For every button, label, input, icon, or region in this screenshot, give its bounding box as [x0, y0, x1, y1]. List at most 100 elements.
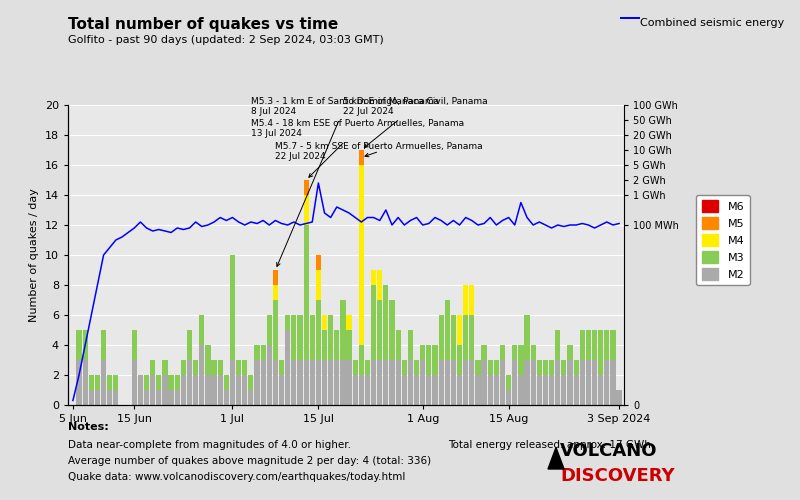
- Bar: [555, 360, 560, 405]
- Bar: [230, 255, 235, 360]
- Bar: [101, 330, 106, 360]
- Bar: [273, 360, 278, 405]
- Bar: [266, 315, 272, 345]
- Bar: [340, 360, 346, 405]
- Bar: [150, 360, 155, 375]
- Bar: [230, 360, 235, 405]
- Text: DISCOVERY: DISCOVERY: [560, 467, 674, 485]
- Bar: [114, 375, 118, 390]
- Bar: [273, 285, 278, 300]
- Bar: [390, 300, 394, 360]
- Bar: [371, 285, 376, 360]
- Bar: [592, 330, 597, 360]
- Bar: [291, 360, 297, 405]
- Legend: M6, M5, M4, M3, M2: M6, M5, M4, M3, M2: [696, 194, 750, 285]
- Bar: [445, 300, 450, 360]
- Bar: [346, 360, 352, 405]
- Bar: [426, 375, 431, 405]
- Bar: [562, 375, 566, 405]
- Bar: [518, 345, 523, 375]
- Bar: [266, 345, 272, 405]
- Bar: [432, 345, 438, 375]
- Bar: [580, 360, 585, 405]
- Bar: [537, 375, 542, 405]
- Bar: [322, 330, 327, 360]
- Bar: [193, 360, 198, 375]
- Bar: [236, 375, 242, 405]
- Bar: [610, 360, 615, 405]
- Bar: [371, 360, 376, 405]
- Bar: [500, 360, 505, 405]
- Bar: [82, 330, 88, 360]
- Bar: [298, 360, 302, 405]
- Bar: [604, 360, 610, 405]
- Bar: [525, 360, 530, 405]
- Bar: [426, 345, 431, 375]
- Bar: [224, 390, 229, 405]
- Bar: [261, 360, 266, 405]
- Bar: [549, 375, 554, 405]
- Text: Golfito - past 90 days (updated: 2 Sep 2024, 03:03 GMT): Golfito - past 90 days (updated: 2 Sep 2…: [68, 35, 384, 45]
- Bar: [169, 375, 174, 390]
- Text: VOLCANO: VOLCANO: [560, 442, 658, 460]
- Bar: [316, 300, 321, 360]
- Text: Data near-complete from magnitudes of 4.0 or higher.: Data near-complete from magnitudes of 4.…: [68, 440, 351, 450]
- Bar: [469, 360, 474, 405]
- Bar: [488, 360, 493, 375]
- Bar: [353, 375, 358, 405]
- Bar: [402, 375, 407, 405]
- Bar: [328, 360, 334, 405]
- Bar: [457, 345, 462, 375]
- Bar: [310, 360, 315, 405]
- Bar: [567, 360, 573, 405]
- Bar: [132, 360, 137, 405]
- Bar: [450, 315, 456, 360]
- Bar: [224, 375, 229, 390]
- Bar: [580, 330, 585, 360]
- Bar: [506, 390, 511, 405]
- Bar: [365, 375, 370, 405]
- Bar: [89, 375, 94, 390]
- Bar: [285, 315, 290, 330]
- Bar: [500, 345, 505, 360]
- Bar: [586, 330, 591, 360]
- Bar: [457, 375, 462, 405]
- Bar: [107, 375, 112, 390]
- Bar: [586, 360, 591, 405]
- Bar: [77, 330, 82, 360]
- Bar: [95, 375, 100, 390]
- Bar: [562, 360, 566, 375]
- Bar: [181, 360, 186, 375]
- Text: Total number of quakes vs time: Total number of quakes vs time: [68, 18, 338, 32]
- Bar: [402, 360, 407, 375]
- Bar: [518, 375, 523, 405]
- Bar: [144, 390, 149, 405]
- Text: Combined seismic energy: Combined seismic energy: [640, 18, 784, 28]
- Bar: [206, 375, 210, 405]
- Bar: [181, 375, 186, 405]
- Bar: [273, 270, 278, 285]
- Bar: [358, 150, 364, 165]
- Bar: [482, 360, 486, 405]
- Bar: [543, 360, 548, 375]
- Bar: [346, 315, 352, 330]
- Bar: [506, 375, 511, 390]
- Bar: [328, 315, 334, 360]
- Bar: [457, 315, 462, 345]
- Bar: [549, 360, 554, 375]
- Bar: [156, 375, 162, 390]
- Bar: [450, 360, 456, 405]
- Bar: [567, 345, 573, 360]
- Bar: [395, 360, 401, 405]
- Bar: [390, 360, 394, 405]
- Bar: [371, 270, 376, 285]
- Bar: [187, 330, 192, 360]
- Bar: [174, 390, 180, 405]
- Bar: [340, 300, 346, 360]
- Bar: [156, 390, 162, 405]
- Bar: [358, 375, 364, 405]
- Bar: [604, 330, 610, 360]
- Bar: [512, 345, 518, 360]
- Text: Total energy released: approx. 17 GWh: Total energy released: approx. 17 GWh: [448, 440, 651, 450]
- Bar: [303, 360, 309, 405]
